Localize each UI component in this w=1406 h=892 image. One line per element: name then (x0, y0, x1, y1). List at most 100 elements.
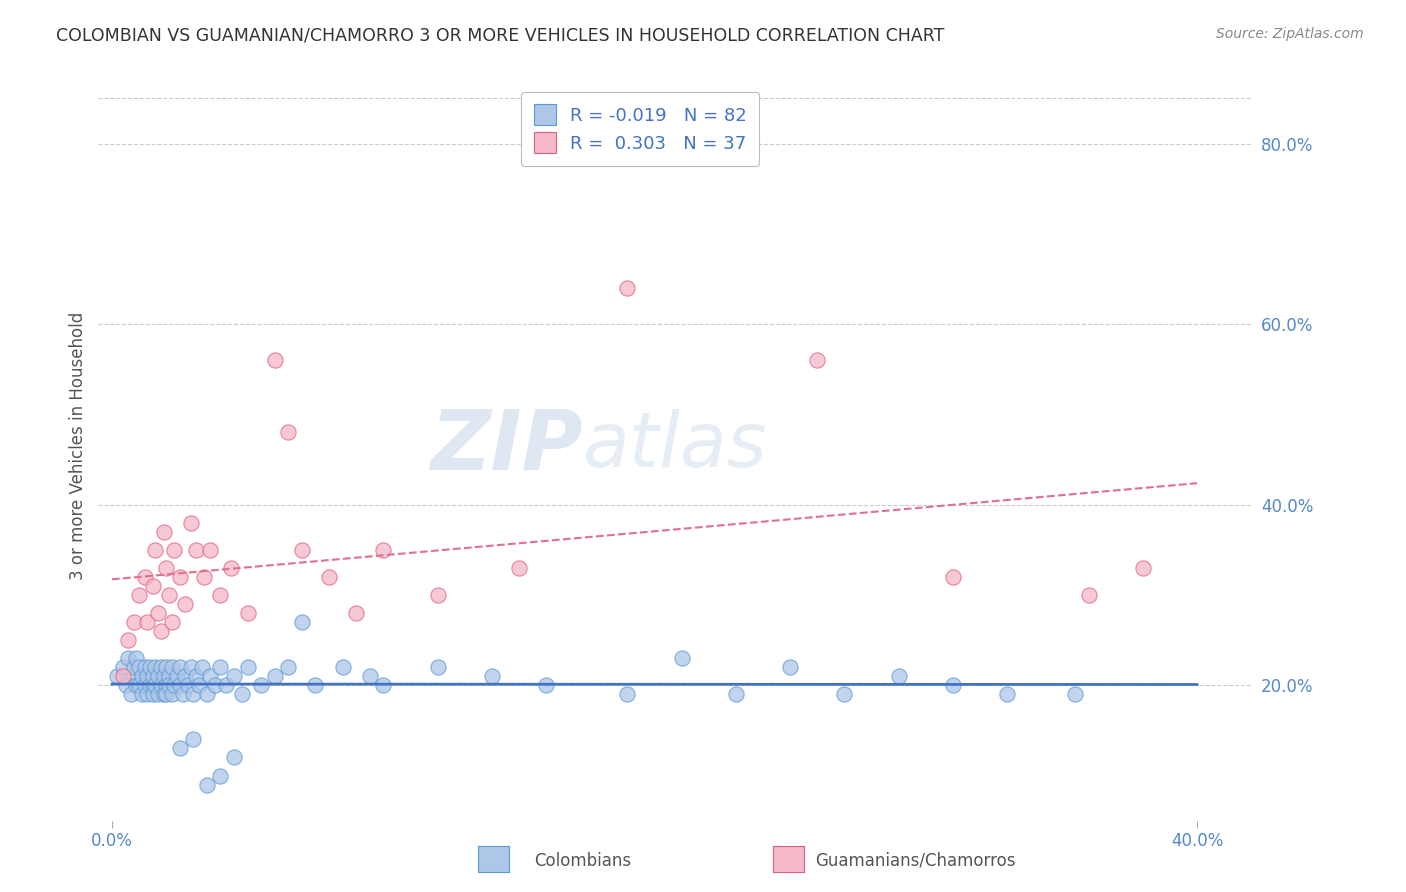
Point (128, 660, 150, 674)
Point (169, 741, 191, 756)
Point (373, 542, 395, 557)
Point (142, 669, 165, 683)
Point (139, 660, 162, 674)
Point (187, 678, 209, 692)
Point (184, 542, 207, 557)
Point (157, 588, 180, 602)
Point (145, 542, 167, 557)
Point (157, 669, 180, 683)
Point (426, 588, 449, 602)
Point (236, 606, 259, 620)
Point (190, 660, 212, 674)
Point (111, 669, 134, 683)
Point (160, 687, 183, 701)
Point (277, 425, 299, 440)
Point (174, 597, 197, 611)
Point (122, 669, 145, 683)
Point (114, 678, 136, 692)
Text: Source: ZipAtlas.com: Source: ZipAtlas.com (1216, 27, 1364, 41)
Point (942, 678, 965, 692)
Point (426, 660, 449, 674)
Point (155, 687, 177, 701)
Point (616, 281, 638, 295)
Point (616, 687, 638, 701)
Point (222, 750, 245, 764)
Point (263, 353, 285, 368)
Point (359, 669, 381, 683)
Point (291, 542, 314, 557)
Point (834, 687, 856, 701)
Point (209, 588, 232, 602)
Point (169, 660, 191, 674)
Point (215, 678, 238, 692)
Point (204, 678, 226, 692)
Point (122, 615, 145, 629)
Point (887, 669, 910, 683)
Point (146, 606, 169, 620)
Point (166, 669, 188, 683)
Point (169, 570, 191, 584)
Point (152, 669, 174, 683)
Point (209, 660, 232, 674)
Point (146, 669, 169, 683)
Point (134, 660, 156, 674)
Text: Colombians: Colombians (534, 852, 631, 870)
Point (149, 660, 172, 674)
Point (152, 687, 174, 701)
Point (117, 651, 139, 665)
Point (125, 651, 148, 665)
Point (163, 542, 186, 557)
Point (209, 768, 232, 782)
Point (291, 615, 314, 629)
Point (125, 678, 148, 692)
Point (779, 660, 801, 674)
Text: COLOMBIAN VS GUAMANIAN/CHAMORRO 3 OR MORE VEHICLES IN HOUSEHOLD CORRELATION CHAR: COLOMBIAN VS GUAMANIAN/CHAMORRO 3 OR MOR… (56, 27, 945, 45)
Point (195, 687, 218, 701)
Point (174, 669, 197, 683)
Point (481, 669, 503, 683)
Legend: R = -0.019   N = 82, R =  0.303   N = 37: R = -0.019 N = 82, R = 0.303 N = 37 (522, 92, 759, 166)
Point (117, 633, 139, 648)
Point (183, 687, 205, 701)
Text: atlas: atlas (582, 409, 768, 483)
Point (231, 687, 253, 701)
Point (142, 579, 165, 593)
Point (107, 669, 129, 683)
Point (142, 678, 165, 692)
Point (221, 561, 243, 575)
Point (136, 669, 159, 683)
Point (145, 678, 167, 692)
Point (222, 669, 245, 683)
Point (942, 570, 965, 584)
Point (169, 678, 191, 692)
Point (134, 570, 156, 584)
Point (155, 678, 177, 692)
Point (128, 678, 150, 692)
Point (131, 669, 153, 683)
Point (534, 678, 557, 692)
Point (263, 669, 285, 683)
Point (724, 687, 747, 701)
Point (145, 660, 167, 674)
Point (195, 778, 218, 792)
Point (136, 687, 159, 701)
Point (139, 678, 162, 692)
Point (122, 660, 145, 674)
Point (193, 570, 215, 584)
Point (155, 660, 177, 674)
Point (183, 732, 205, 747)
Point (180, 660, 202, 674)
Point (198, 669, 221, 683)
Point (163, 678, 186, 692)
Point (198, 542, 221, 557)
Point (160, 615, 183, 629)
Point (160, 660, 183, 674)
Point (128, 588, 150, 602)
Point (344, 606, 367, 620)
Point (806, 353, 828, 368)
Point (236, 660, 259, 674)
Point (152, 524, 174, 539)
Point (671, 651, 693, 665)
Point (155, 561, 177, 575)
Point (149, 678, 172, 692)
